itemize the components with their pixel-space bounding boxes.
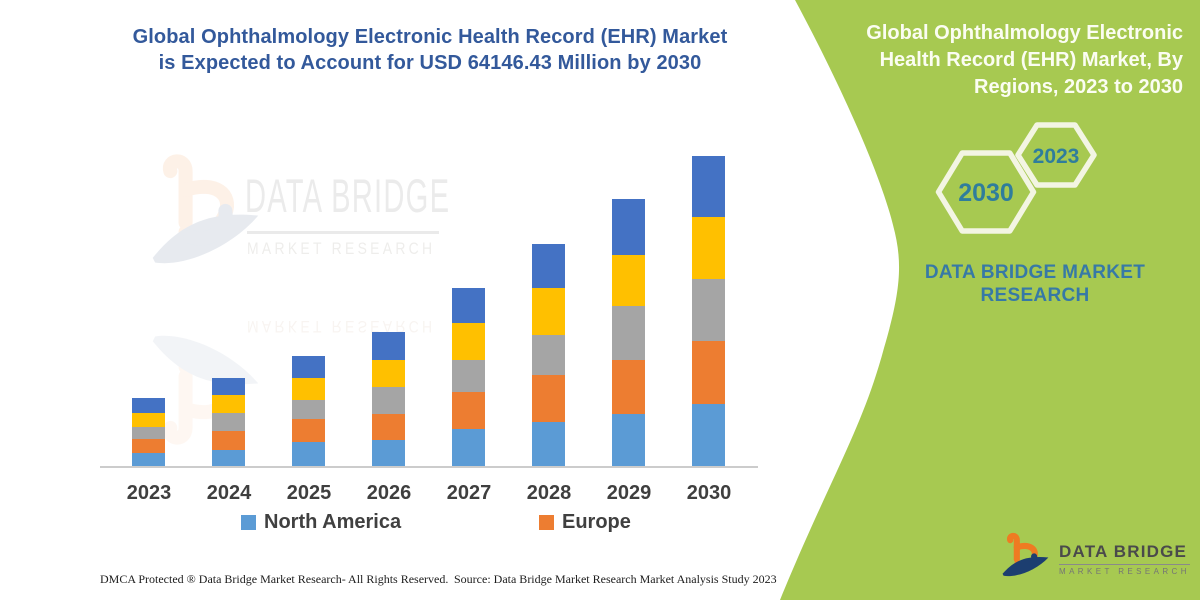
bar-2030 <box>692 156 725 466</box>
x-axis-label-2028: 2028 <box>526 482 572 504</box>
bar-segment-2027-Europe <box>452 392 485 429</box>
bar-segment-2027-unlabeled-gray-series <box>452 360 485 392</box>
right-panel-title-line1: Global Ophthalmology Electronic <box>866 22 1183 44</box>
bar-segment-2024-North America <box>212 450 245 466</box>
bar-segment-2028-unlabeled-yellow-series <box>532 288 565 335</box>
chart-title-line1: Global Ophthalmology Electronic Health R… <box>132 26 728 48</box>
hexagon-2030-icon <box>935 150 1037 234</box>
x-axis-label-2027: 2027 <box>446 482 492 504</box>
stacked-bar-chart <box>132 136 758 466</box>
bar-segment-2027-unlabeled-yellow-series <box>452 323 485 360</box>
bar-2026 <box>372 332 405 466</box>
x-axis-line <box>100 466 758 468</box>
x-axis-labels: 2023 2024 2025 2026 2027 2028 2029 2030 <box>109 482 749 505</box>
bar-segment-2025-unlabeled-blue-series <box>292 356 325 378</box>
legend-label-north-america: North America <box>264 511 402 533</box>
bar-segment-2023-Europe <box>132 439 165 453</box>
bar-segment-2027-North America <box>452 429 485 466</box>
chart-title: Global Ophthalmology Electronic Health R… <box>100 24 760 76</box>
company-logo-brand: DATA BRIDGE <box>1059 542 1188 561</box>
chart-title-line2: is Expected to Account for USD 64146.43 … <box>158 52 702 74</box>
bar-segment-2026-North America <box>372 440 405 466</box>
bar-2029 <box>612 199 645 466</box>
bar-segment-2026-unlabeled-yellow-series <box>372 360 405 387</box>
bar-segment-2029-Europe <box>612 360 645 414</box>
x-axis-label-2030: 2030 <box>686 482 732 504</box>
bar-segment-2028-unlabeled-gray-series <box>532 335 565 375</box>
company-logo-sub: MARKET RESEARCH <box>1059 564 1190 576</box>
bar-segment-2029-North America <box>612 414 645 466</box>
bar-segment-2030-Europe <box>692 341 725 404</box>
bar-segment-2030-unlabeled-gray-series <box>692 279 725 341</box>
bar-segment-2024-unlabeled-yellow-series <box>212 395 245 413</box>
x-axis-label-2023: 2023 <box>126 482 172 504</box>
hexagon-2023-icon <box>1015 122 1097 188</box>
right-panel-title: Global Ophthalmology Electronic Health R… <box>843 20 1183 101</box>
bar-segment-2026-unlabeled-blue-series <box>372 332 405 360</box>
bar-segment-2025-unlabeled-gray-series <box>292 400 325 419</box>
bar-segment-2025-Europe <box>292 419 325 442</box>
bar-segment-2030-unlabeled-yellow-series <box>692 217 725 279</box>
bar-2027 <box>452 288 485 466</box>
bar-segment-2026-Europe <box>372 414 405 440</box>
legend-swatch-europe <box>539 515 554 530</box>
bar-2023 <box>132 398 165 466</box>
footer-source-text: Source: Data Bridge Market Research Mark… <box>454 572 777 586</box>
company-logo: DATA BRIDGE MARKET RESEARCH <box>1001 531 1190 587</box>
bar-segment-2026-unlabeled-gray-series <box>372 387 405 414</box>
company-logo-icon <box>1002 532 1049 577</box>
bar-segment-2024-Europe <box>212 431 245 450</box>
company-logo-text: DATA BRIDGE MARKET RESEARCH <box>1059 542 1190 576</box>
bar-segment-2023-unlabeled-blue-series <box>132 398 165 413</box>
x-axis-label-2029: 2029 <box>606 482 652 504</box>
footer-dmca-text: DMCA Protected ® Data Bridge Market Rese… <box>100 572 449 586</box>
brand-caption-line2: RESEARCH <box>980 285 1090 306</box>
bar-segment-2024-unlabeled-gray-series <box>212 413 245 431</box>
right-panel-title-line3: Regions, 2023 to 2030 <box>974 76 1183 98</box>
x-axis-label-2026: 2026 <box>366 482 412 504</box>
bar-segment-2029-unlabeled-blue-series <box>612 199 645 255</box>
bar-2024 <box>212 378 245 466</box>
bar-segment-2027-unlabeled-blue-series <box>452 288 485 323</box>
bar-segment-2028-Europe <box>532 375 565 422</box>
x-axis-label-2024: 2024 <box>206 482 252 504</box>
bar-segment-2029-unlabeled-yellow-series <box>612 255 645 306</box>
right-panel-brand-caption: DATA BRIDGE MARKET RESEARCH <box>920 261 1150 307</box>
x-axis-label-2025: 2025 <box>286 482 332 504</box>
brand-caption-line1: DATA BRIDGE MARKET <box>924 262 1146 283</box>
legend-item-europe: Europe <box>539 511 631 534</box>
bar-segment-2030-unlabeled-blue-series <box>692 156 725 217</box>
right-panel-title-line2: Health Record (EHR) Market, By <box>879 49 1183 71</box>
bar-segment-2028-North America <box>532 422 565 466</box>
bar-2028 <box>532 244 565 466</box>
hexagon-2023-label: 2023 <box>1033 145 1080 168</box>
year-hexagons: 2030 2023 <box>935 122 1097 234</box>
bar-segment-2030-North America <box>692 404 725 466</box>
bar-segment-2028-unlabeled-blue-series <box>532 244 565 288</box>
bar-segment-2029-unlabeled-gray-series <box>612 306 645 360</box>
hexagon-2030-label: 2030 <box>958 179 1014 207</box>
bar-segment-2023-North America <box>132 453 165 466</box>
legend-item-north-america: North America <box>241 511 401 534</box>
bar-2025 <box>292 356 325 466</box>
legend-label-europe: Europe <box>562 511 631 533</box>
bar-segment-2024-unlabeled-blue-series <box>212 378 245 395</box>
legend-swatch-north-america <box>241 515 256 530</box>
bar-segment-2025-North America <box>292 442 325 466</box>
bar-segment-2023-unlabeled-yellow-series <box>132 413 165 427</box>
bar-segment-2025-unlabeled-yellow-series <box>292 378 325 400</box>
bar-segment-2023-unlabeled-gray-series <box>132 427 165 439</box>
